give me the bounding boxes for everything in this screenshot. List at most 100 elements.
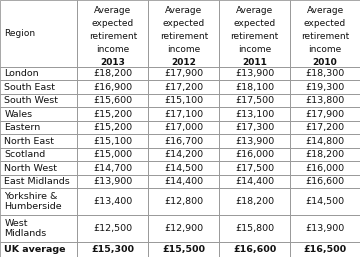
Text: £15,800: £15,800 <box>235 224 274 233</box>
Text: £17,900: £17,900 <box>164 69 203 78</box>
Bar <box>0 134 77 148</box>
Bar <box>219 134 290 148</box>
Bar <box>77 175 148 188</box>
Text: £13,900: £13,900 <box>305 224 345 233</box>
Bar <box>219 80 290 94</box>
Bar <box>290 94 360 107</box>
Bar <box>77 188 148 215</box>
Text: expected: expected <box>163 19 205 28</box>
Bar <box>219 188 290 215</box>
Text: Yorkshire &
Humberside: Yorkshire & Humberside <box>4 192 62 212</box>
Text: £17,500: £17,500 <box>235 96 274 105</box>
Text: £17,300: £17,300 <box>235 123 274 132</box>
Bar <box>290 80 360 94</box>
Text: £16,600: £16,600 <box>306 177 345 186</box>
Text: £16,000: £16,000 <box>306 164 345 173</box>
Text: £13,400: £13,400 <box>93 197 132 206</box>
Bar <box>148 161 219 175</box>
Bar <box>219 94 290 107</box>
Bar <box>77 121 148 134</box>
Bar <box>290 215 360 242</box>
Text: UK average: UK average <box>4 245 66 254</box>
Bar <box>290 67 360 80</box>
Text: South East: South East <box>4 83 55 92</box>
Text: 2012: 2012 <box>171 58 196 67</box>
Bar <box>290 161 360 175</box>
Text: Wales: Wales <box>4 110 32 119</box>
Bar <box>0 161 77 175</box>
Bar <box>0 175 77 188</box>
Bar <box>290 134 360 148</box>
Text: West
Midlands: West Midlands <box>4 219 46 238</box>
Text: £15,500: £15,500 <box>162 245 205 254</box>
Bar <box>219 67 290 80</box>
Text: retirement: retirement <box>301 32 349 41</box>
Text: income: income <box>238 45 271 54</box>
Bar <box>0 0 77 67</box>
Text: £13,800: £13,800 <box>305 96 345 105</box>
Bar <box>148 242 219 257</box>
Bar <box>77 0 148 67</box>
Text: £14,700: £14,700 <box>93 164 132 173</box>
Bar <box>219 148 290 161</box>
Bar <box>290 175 360 188</box>
Text: expected: expected <box>304 19 346 28</box>
Bar <box>219 107 290 121</box>
Text: retirement: retirement <box>159 32 208 41</box>
Bar <box>0 94 77 107</box>
Bar <box>290 121 360 134</box>
Bar <box>77 242 148 257</box>
Text: Region: Region <box>4 29 35 38</box>
Text: 2013: 2013 <box>100 58 125 67</box>
Bar <box>0 67 77 80</box>
Bar <box>148 175 219 188</box>
Bar <box>219 0 290 67</box>
Text: £16,700: £16,700 <box>164 137 203 146</box>
Bar <box>77 94 148 107</box>
Bar <box>77 215 148 242</box>
Text: £13,900: £13,900 <box>93 177 132 186</box>
Bar <box>290 148 360 161</box>
Text: £17,000: £17,000 <box>164 123 203 132</box>
Bar <box>77 148 148 161</box>
Text: Average: Average <box>165 6 202 15</box>
Text: Average: Average <box>306 6 344 15</box>
Text: £12,900: £12,900 <box>164 224 203 233</box>
Bar <box>0 107 77 121</box>
Bar <box>0 80 77 94</box>
Text: £16,600: £16,600 <box>233 245 276 254</box>
Bar <box>77 161 148 175</box>
Text: income: income <box>309 45 342 54</box>
Bar <box>148 121 219 134</box>
Text: South West: South West <box>4 96 58 105</box>
Text: £15,100: £15,100 <box>164 96 203 105</box>
Text: £17,900: £17,900 <box>306 110 345 119</box>
Bar <box>219 215 290 242</box>
Text: £15,100: £15,100 <box>93 137 132 146</box>
Bar <box>219 175 290 188</box>
Text: Average: Average <box>94 6 131 15</box>
Bar <box>77 80 148 94</box>
Bar <box>148 134 219 148</box>
Text: North West: North West <box>4 164 57 173</box>
Text: retirement: retirement <box>89 32 137 41</box>
Bar <box>0 215 77 242</box>
Text: Average: Average <box>236 6 273 15</box>
Bar <box>290 188 360 215</box>
Bar <box>77 134 148 148</box>
Text: £14,200: £14,200 <box>164 150 203 159</box>
Text: £13,900: £13,900 <box>235 137 274 146</box>
Bar <box>0 148 77 161</box>
Text: £14,800: £14,800 <box>306 137 345 146</box>
Bar <box>0 121 77 134</box>
Text: £15,000: £15,000 <box>93 150 132 159</box>
Bar <box>290 107 360 121</box>
Text: £12,800: £12,800 <box>164 197 203 206</box>
Text: £17,200: £17,200 <box>306 123 345 132</box>
Text: £16,000: £16,000 <box>235 150 274 159</box>
Bar <box>219 161 290 175</box>
Text: £14,500: £14,500 <box>306 197 345 206</box>
Text: £13,900: £13,900 <box>235 69 274 78</box>
Bar <box>290 0 360 67</box>
Text: £12,500: £12,500 <box>93 224 132 233</box>
